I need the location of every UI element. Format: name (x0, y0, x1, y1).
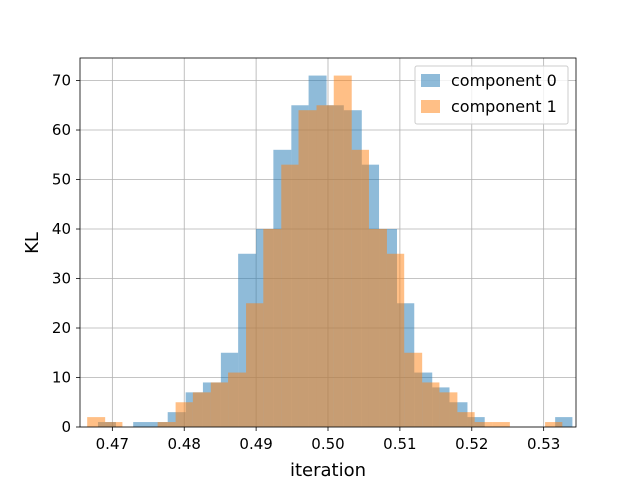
legend-swatch-component-1 (421, 100, 440, 113)
y-axis-ticks: 0 10 20 30 40 50 60 70 (52, 72, 80, 436)
histogram-bar (422, 382, 440, 427)
histogram-bar (175, 402, 193, 427)
histogram-bar (368, 229, 387, 427)
legend-box (414, 65, 569, 125)
legend: component 0 component 1 (414, 65, 569, 125)
y-tick-label: 10 (52, 369, 71, 387)
histogram-bar (263, 229, 282, 427)
legend-label-component-0: component 0 (451, 71, 557, 90)
y-tick-label: 40 (52, 220, 71, 238)
histogram-bar (555, 417, 573, 427)
histogram-bar (404, 352, 423, 427)
x-tick-label: 0.50 (311, 435, 344, 453)
histogram-bar (492, 422, 510, 427)
histogram-bar (298, 110, 317, 428)
legend-label-component-1: component 1 (451, 97, 557, 116)
histogram-bar (351, 149, 369, 427)
x-axis-ticks: 0.47 0.48 0.49 0.50 0.51 0.52 0.53 (96, 427, 560, 453)
x-tick-label: 0.47 (96, 435, 129, 453)
y-tick-label: 60 (52, 121, 71, 139)
y-tick-label: 70 (52, 72, 71, 90)
histogram-bar (457, 412, 475, 427)
y-tick-label: 50 (52, 171, 71, 189)
histogram-bar (157, 422, 176, 427)
histogram-bar (246, 303, 264, 427)
histogram-bar (333, 75, 352, 428)
y-tick-label: 30 (52, 270, 71, 288)
histogram-bar (474, 422, 493, 427)
histogram-bar (316, 105, 334, 427)
x-tick-label: 0.53 (527, 435, 560, 453)
x-tick-label: 0.51 (383, 435, 416, 453)
histogram-bar (386, 253, 405, 427)
histogram-bar (105, 422, 123, 427)
histogram-bars (87, 75, 573, 428)
histogram-bar (439, 392, 458, 427)
y-tick-label: 0 (61, 418, 71, 436)
y-axis-label: KL (22, 232, 43, 254)
histogram-bar (281, 164, 299, 427)
legend-swatch-component-0 (421, 74, 440, 87)
x-tick-label: 0.52 (455, 435, 488, 453)
histogram-bar (210, 382, 229, 427)
histogram-bar (133, 422, 168, 427)
histogram-bar (87, 417, 106, 427)
y-tick-label: 20 (52, 319, 71, 337)
histogram-bar (192, 392, 211, 427)
series-component-1 (87, 75, 563, 428)
x-tick-label: 0.49 (239, 435, 272, 453)
x-tick-label: 0.48 (168, 435, 201, 453)
x-axis-label: iteration (290, 460, 366, 480)
histogram-bar (545, 422, 563, 427)
histogram-bar (228, 372, 247, 427)
